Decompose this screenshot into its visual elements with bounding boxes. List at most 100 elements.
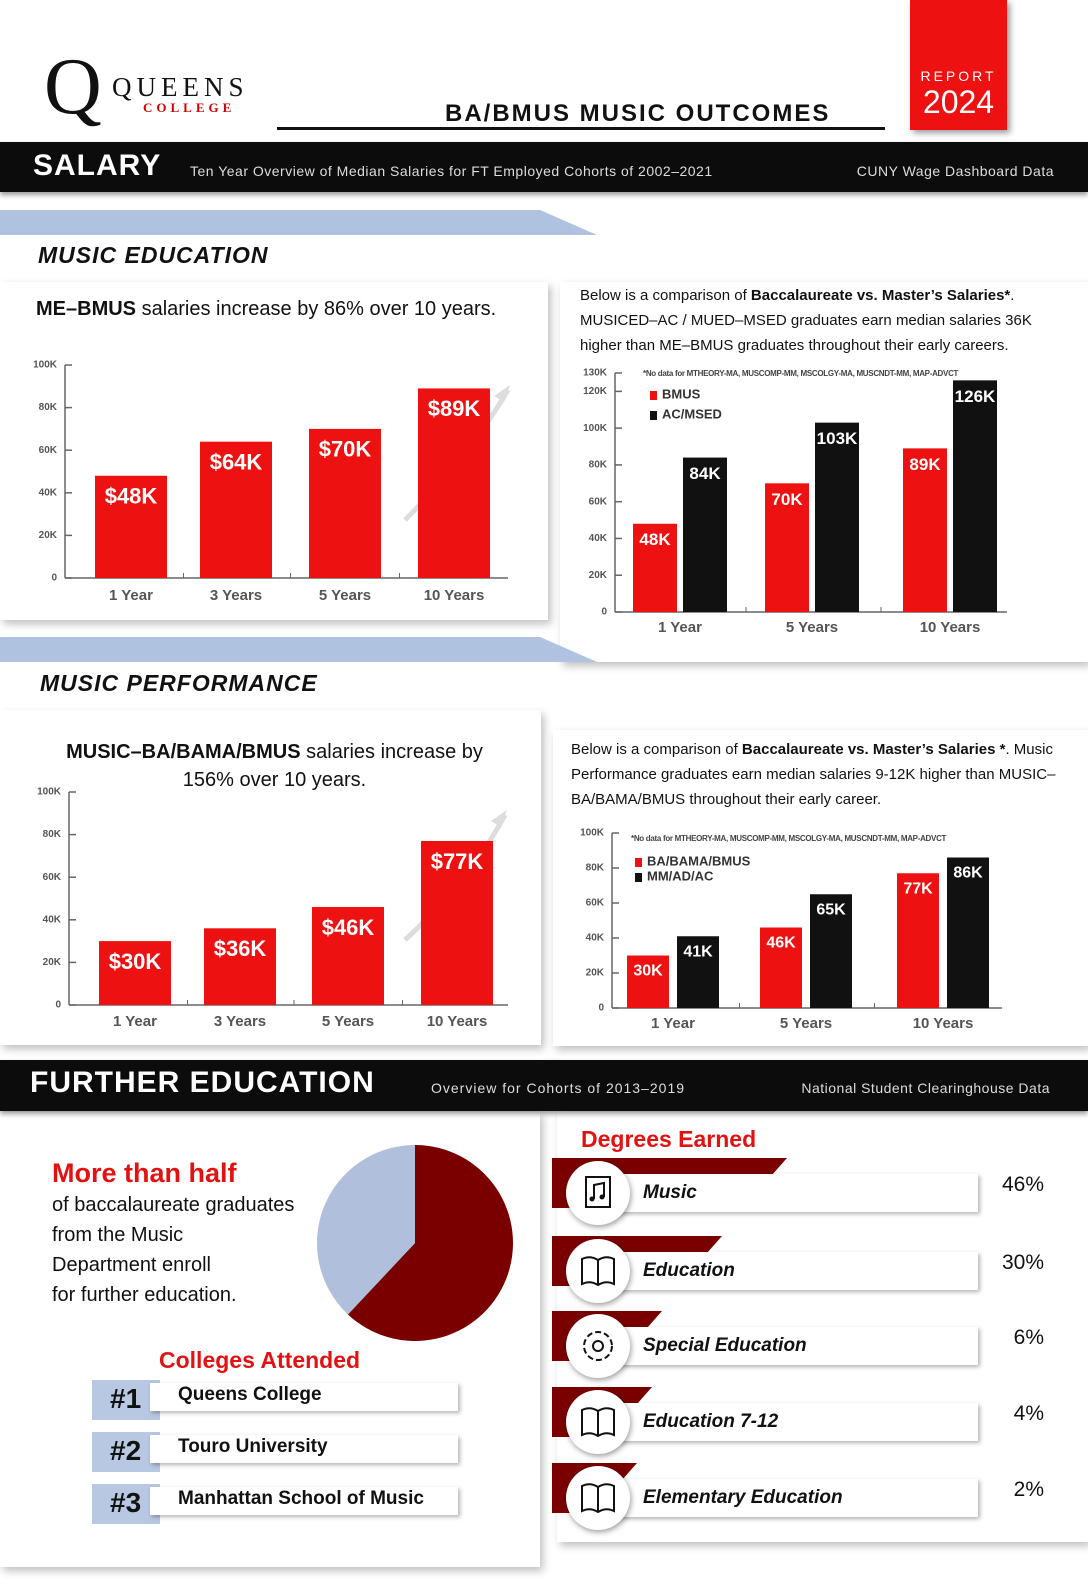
college-bar [150, 1383, 458, 1411]
icon-book [581, 1483, 615, 1514]
value-label: 89K [909, 455, 941, 474]
legend-label: AC/MSED [662, 406, 722, 421]
x-tick-label: 5 Years [319, 587, 371, 604]
value-label: $89K [428, 396, 481, 421]
logo-sub: COLLEGE [143, 100, 236, 115]
chart-title: ME–BMUS salaries increase by 86% over 10… [36, 298, 496, 321]
trend-arrow-head [491, 810, 507, 827]
further-heading: FURTHER EDUCATION [30, 1066, 375, 1099]
rank-tab [92, 1432, 160, 1472]
college-rank: #2 [110, 1435, 142, 1466]
degree-share: 46% [1001, 1173, 1044, 1196]
y-tick-label: 100K [33, 360, 58, 371]
degree-share: 4% [1013, 1402, 1044, 1425]
bar [204, 928, 276, 1005]
college-bar [150, 1435, 458, 1463]
x-tick-label: 10 Years [913, 1015, 974, 1032]
degree-icon-ring [566, 1161, 630, 1225]
value-label: 65K [816, 901, 846, 918]
icon-doc [585, 1176, 611, 1208]
y-tick-label: 60K [586, 898, 605, 909]
degree-name: Special Education [643, 1335, 807, 1356]
section-stripe [0, 210, 597, 235]
degree-icon-ring [566, 1314, 630, 1378]
value-label: $30K [109, 949, 162, 974]
logo-q: Q [44, 43, 102, 131]
college-name: Queens College [178, 1384, 322, 1405]
body-text: for further education. [52, 1284, 237, 1306]
bar [815, 422, 859, 612]
value-label: $70K [319, 437, 372, 462]
degree-name: Elementary Education [643, 1487, 843, 1508]
icon-book [581, 1407, 615, 1438]
value-label: 70K [771, 490, 803, 509]
y-tick-label: 20K [43, 957, 62, 968]
pie-slice [316, 1145, 415, 1315]
icon-book [581, 1256, 615, 1287]
y-tick-label: 40K [586, 933, 605, 944]
x-tick-label: 10 Years [424, 587, 485, 604]
icon-note-head [599, 1194, 605, 1200]
degree-share: 30% [1001, 1251, 1044, 1274]
value-label: $77K [431, 849, 484, 874]
bar [99, 941, 171, 1005]
x-tick-label: 1 Year [658, 619, 702, 636]
value-label: 86K [953, 865, 983, 882]
y-tick-label: 80K [589, 460, 608, 471]
report-year: 2024 [922, 84, 995, 120]
bar [421, 840, 493, 1005]
bar [947, 857, 989, 1008]
x-tick-label: 1 Year [651, 1015, 695, 1032]
y-tick-label: 100K [583, 423, 608, 434]
degree-bar [600, 1479, 978, 1517]
salary-band [0, 142, 1088, 192]
y-tick-label: 80K [39, 402, 58, 413]
x-tick-label: 10 Years [427, 1013, 488, 1030]
legend-label: BA/BAMA/BMUS [647, 853, 751, 868]
degree-share: 6% [1013, 1326, 1044, 1349]
x-tick-label: 10 Years [920, 619, 981, 636]
pie-slice [347, 1145, 513, 1341]
x-tick-label: 5 Years [322, 1013, 374, 1030]
degree-bar [600, 1174, 978, 1212]
title-rule [277, 127, 885, 130]
page-title: BA/BMUS MUSIC OUTCOMES [445, 100, 831, 127]
bar [760, 927, 802, 1008]
further-source: National Student Clearinghouse Data [801, 1080, 1050, 1096]
value-label: 84K [689, 464, 721, 483]
y-tick-label: 80K [586, 863, 605, 874]
college-bar [150, 1487, 458, 1515]
value-label: 103K [817, 429, 858, 448]
report-box [910, 0, 1007, 130]
value-label: 77K [903, 880, 933, 897]
y-tick-label: 130K [583, 368, 608, 379]
college-rank: #3 [110, 1487, 142, 1518]
bar [200, 441, 272, 578]
degrees-title: Degrees Earned [581, 1126, 757, 1152]
college-name: Manhattan School of Music [178, 1488, 424, 1509]
legend-swatch [635, 873, 642, 882]
y-tick-label: 40K [39, 487, 58, 498]
intro-bold: Baccalaureate vs. Master’s Salaries * [741, 741, 1006, 758]
chart-title: MUSIC–BA/BAMA/BMUS salaries increase by … [52, 738, 497, 794]
value-label: 126K [955, 387, 996, 406]
degree-name: Music [643, 1182, 697, 1203]
bar [683, 457, 727, 612]
y-tick-label: 60K [43, 872, 62, 883]
degree-bar [600, 1403, 978, 1441]
intro-text: . Music Performance graduates earn media… [571, 741, 1056, 808]
bar [765, 483, 809, 612]
value-label: $64K [210, 449, 263, 474]
legend-label: MM/AD/AC [647, 868, 714, 883]
icon-hands [583, 1331, 613, 1361]
college-name: Touro University [178, 1436, 328, 1457]
bar [418, 388, 490, 578]
degree-name: Education [643, 1260, 735, 1281]
intro-text: Below is a comparison of [571, 741, 742, 758]
value-label: 41K [683, 943, 713, 960]
bar [677, 936, 719, 1008]
chart-title-lead: ME–BMUS [36, 298, 137, 320]
y-tick-label: 20K [586, 968, 605, 979]
